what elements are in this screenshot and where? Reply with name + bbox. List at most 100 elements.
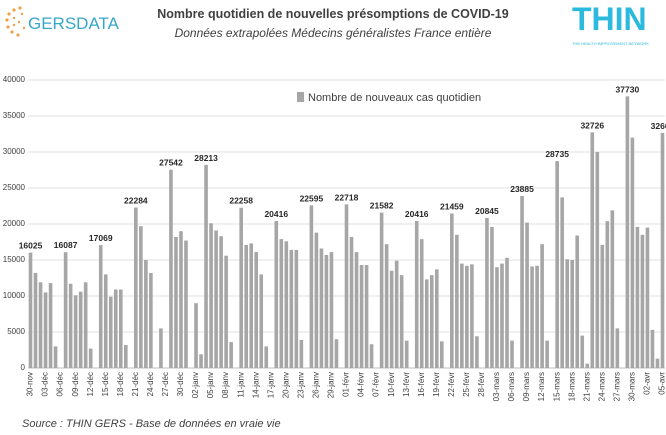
bar: [645, 227, 650, 368]
value-label: 32726: [580, 120, 604, 130]
bar: [364, 265, 369, 368]
x-tick-label: 27-déc: [161, 372, 170, 396]
chart-subtitle: Données extrapolées Médecins généraliste…: [175, 26, 492, 40]
x-tick-label: 15-déc: [101, 372, 110, 396]
x-tick-label: 21-mars: [582, 372, 591, 401]
bar: [470, 264, 474, 368]
y-tick-label: 0: [21, 363, 26, 372]
bar: [249, 243, 254, 368]
bar: [299, 339, 304, 368]
bar: [650, 329, 655, 368]
bar: [259, 274, 264, 368]
bar: [214, 230, 218, 368]
x-tick-label: 19-févr: [432, 372, 441, 397]
bar: [329, 252, 334, 368]
x-tick-label: 29-janv: [327, 372, 336, 398]
bar: [204, 164, 208, 368]
bar: [434, 269, 439, 368]
x-tick-label: 10-févr: [387, 372, 396, 397]
y-tick-label: 40000: [3, 75, 26, 84]
bar: [660, 132, 665, 368]
bar: [560, 197, 564, 368]
bar: [334, 339, 339, 368]
x-tick-label: 26-janv: [312, 372, 321, 398]
bar: [73, 295, 78, 368]
gers-logo-icon: [5, 6, 26, 37]
bar: [324, 254, 329, 368]
x-tick-label: 30-déc: [176, 372, 185, 396]
bar: [359, 265, 364, 368]
thin-logo: THIN: [572, 1, 647, 37]
x-tick-label: 12-déc: [86, 372, 95, 396]
x-tick-label: 02-janv: [191, 372, 200, 398]
bar: [419, 239, 424, 368]
bar: [500, 263, 504, 368]
bar: [244, 244, 248, 368]
x-tick-label: 23-janv: [296, 372, 305, 398]
value-label: 22258: [229, 196, 253, 206]
x-tick-label: 27-mars: [612, 372, 621, 401]
x-tick-label: 06-déc: [56, 372, 65, 396]
x-tick-label: 01-févr: [342, 372, 351, 397]
bar: [174, 236, 178, 368]
x-tick-label: 28-févr: [477, 372, 486, 397]
bar: [48, 283, 53, 368]
bar: [289, 249, 294, 368]
bar: [540, 244, 544, 368]
bar: [384, 244, 389, 368]
bar: [429, 275, 434, 368]
value-label: 20416: [264, 209, 288, 219]
bar: [635, 226, 640, 368]
bar: [505, 257, 509, 368]
value-label: 16025: [19, 241, 43, 251]
bar: [179, 231, 183, 368]
x-tick-label: 03-déc: [41, 372, 50, 396]
bar: [600, 244, 605, 368]
bar: [63, 252, 68, 368]
y-tick-label: 30000: [3, 147, 26, 156]
bar: [525, 222, 529, 368]
bar: [254, 252, 259, 368]
bar: [314, 232, 319, 368]
bar: [83, 282, 88, 368]
y-tick-label: 5000: [7, 327, 25, 336]
value-label: 20416: [405, 209, 429, 219]
bar: [414, 221, 419, 368]
bar: [520, 196, 524, 368]
bar: [530, 266, 534, 368]
bar: [455, 234, 459, 368]
bar: [319, 248, 324, 368]
x-tick-label: 09-mars: [522, 372, 531, 401]
bar: [389, 270, 394, 368]
bar: [595, 152, 600, 368]
bar: [379, 212, 384, 368]
bar: [615, 328, 620, 368]
x-tick-label: 21-déc: [131, 372, 140, 396]
bar: [580, 335, 585, 368]
bar: [284, 241, 289, 368]
bar: [565, 259, 569, 368]
bar: [404, 340, 409, 368]
bar: [264, 346, 269, 368]
bar: [139, 226, 143, 368]
x-tick-label: 18-mars: [567, 372, 576, 401]
x-tick-label: 18-déc: [116, 372, 125, 396]
bar: [98, 245, 103, 368]
x-tick-label: 08-janv: [221, 372, 230, 398]
bar: [490, 226, 494, 368]
bar: [309, 205, 314, 368]
bar: [605, 221, 610, 368]
bar: [199, 354, 203, 368]
legend-label: Nombre de nouveaux cas quotidien: [308, 92, 481, 104]
value-label: 28213: [194, 153, 218, 163]
bar: [625, 96, 630, 369]
bar: [349, 236, 354, 368]
x-tick-label: 30-mars: [628, 372, 637, 401]
bar: [274, 221, 279, 368]
value-label: 21459: [440, 201, 464, 211]
bar: [655, 358, 660, 368]
bar: [369, 344, 374, 368]
bar: [394, 260, 399, 368]
x-tick-label: 20-janv: [281, 372, 290, 398]
